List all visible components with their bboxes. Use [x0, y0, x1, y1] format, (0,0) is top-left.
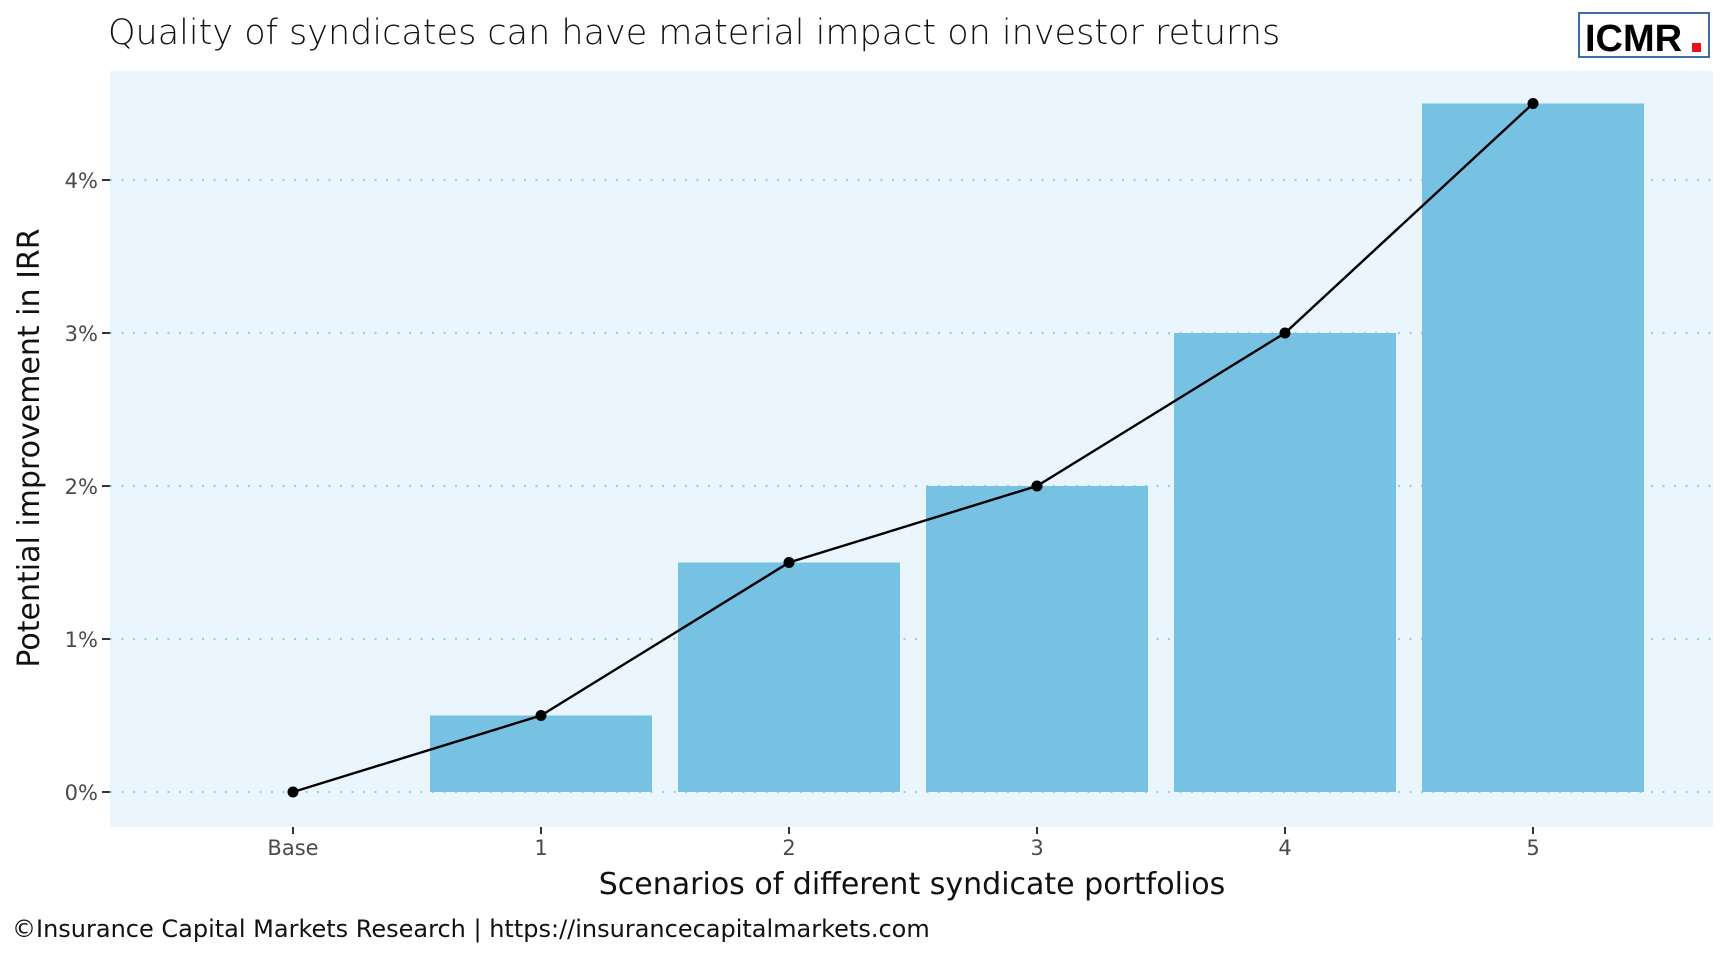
point-1 — [535, 710, 547, 721]
y-axis-ticks: 0% 1% 2% 3% 4% — [65, 169, 110, 805]
chart-title: Quality of syndicates can have material … — [108, 13, 1280, 53]
y-tick-label: 3% — [65, 322, 98, 346]
bar-3 — [926, 486, 1148, 792]
bar-2 — [678, 562, 900, 792]
logo-border — [1578, 12, 1710, 58]
bar-4 — [1174, 333, 1396, 792]
logo-dot — [1692, 43, 1701, 52]
x-tick-label: 3 — [1030, 836, 1043, 860]
y-tick-label: 0% — [65, 781, 98, 805]
y-tick-label: 4% — [65, 169, 98, 193]
trend-line — [292, 102, 1534, 794]
point-2 — [783, 557, 795, 568]
bars — [430, 103, 1644, 792]
bar-5 — [1422, 103, 1644, 792]
y-tick-label: 1% — [65, 628, 98, 652]
x-axis-title: Scenarios of different syndicate portfol… — [599, 867, 1225, 902]
logo-text: ICMR — [1585, 18, 1682, 60]
point-3 — [1031, 480, 1043, 492]
x-tick-label: Base — [267, 836, 318, 860]
x-tick-label: 4 — [1278, 836, 1291, 860]
line-series — [287, 98, 1539, 798]
y-tick-label: 2% — [65, 475, 98, 499]
x-axis-ticks: Base 1 2 3 4 5 — [267, 827, 1540, 860]
x-tick-label: 1 — [534, 836, 547, 860]
source-caption: ©Insurance Capital Markets Research | ht… — [12, 915, 930, 943]
bar-1 — [430, 715, 652, 792]
point-5 — [1527, 98, 1539, 109]
point-Base — [287, 786, 299, 798]
x-tick-label: 5 — [1526, 836, 1539, 860]
x-tick-label: 2 — [782, 836, 795, 860]
logo: ICMR — [1578, 12, 1710, 60]
point-4 — [1279, 327, 1291, 339]
y-axis-title: Potential improvement in IRR — [12, 228, 47, 667]
